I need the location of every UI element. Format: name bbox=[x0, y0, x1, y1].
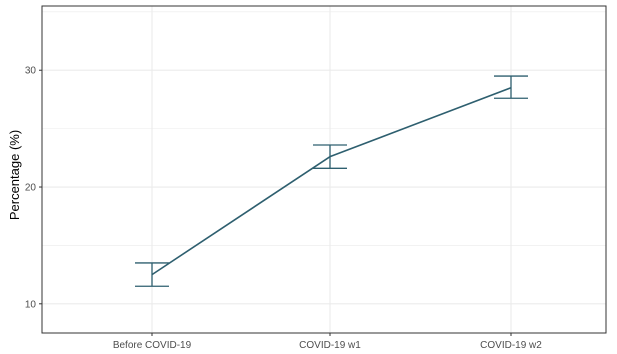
x-tick-label: Before COVID-19 bbox=[113, 340, 192, 351]
y-tick-label: 10 bbox=[25, 299, 37, 310]
x-axis: Before COVID-19 COVID-19 w1 COVID-19 w2 bbox=[113, 333, 542, 351]
series-line bbox=[151, 87, 512, 276]
x-tick-label: COVID-19 w1 bbox=[299, 340, 361, 351]
panel-border bbox=[41, 5, 607, 334]
grid-lines bbox=[42, 6, 606, 333]
series-layer bbox=[135, 75, 528, 287]
y-axis: 10 20 30 bbox=[25, 66, 42, 310]
x-tick-label: COVID-19 w2 bbox=[480, 340, 542, 351]
y-axis-title: Percentage (%) bbox=[7, 130, 22, 220]
y-tick-label: 20 bbox=[25, 183, 37, 194]
y-tick-label: 30 bbox=[25, 66, 37, 77]
